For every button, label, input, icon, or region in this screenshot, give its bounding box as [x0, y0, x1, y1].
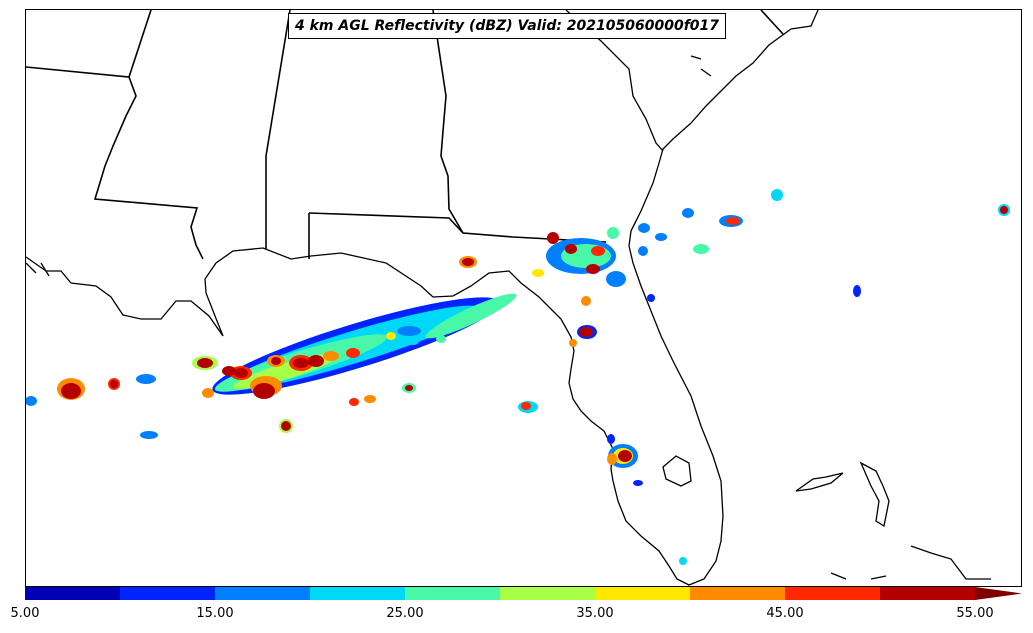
colorbar-segment: [405, 587, 501, 600]
colorbar-tick-label: 5.00: [11, 606, 40, 621]
reflectivity-cells: [26, 189, 1010, 565]
border-al-ga: [433, 10, 463, 233]
map-title: 4 km AGL Reflectivity (dBZ) Valid: 20210…: [288, 13, 726, 39]
coast-cuba-2: [831, 573, 886, 579]
colorbar-tick-label: 35.00: [576, 606, 613, 621]
lake-okeechobee: [663, 456, 691, 486]
colorbar-tick-label: 25.00: [386, 606, 423, 621]
colorbar-segment: [310, 587, 406, 600]
state-borders: [26, 10, 783, 259]
colorbar-segment: [690, 587, 786, 600]
colorbar-tick-label: 55.00: [956, 606, 993, 621]
colorbar-tick-label: 15.00: [196, 606, 233, 621]
colorbar-tick-label: 45.00: [766, 606, 803, 621]
colorbar-segment: [120, 587, 216, 600]
colorbar-segment: [785, 587, 881, 600]
colorbar-segment: [880, 587, 976, 600]
storm-cells-south: [607, 434, 687, 565]
colorbar: [25, 587, 1023, 600]
colorbar-segment: [215, 587, 311, 600]
coast-bahamas-1: [796, 473, 843, 491]
map-canvas: [26, 10, 1022, 587]
map-panel: [25, 9, 1022, 587]
colorbar-segment: [500, 587, 596, 600]
border-al-fl: [309, 213, 606, 242]
border-ga-sc: [761, 10, 783, 34]
storm-band-gulf: [192, 281, 520, 411]
coast-louisiana: [26, 10, 818, 585]
storm-cells-northeast: [459, 189, 1010, 347]
colorbar-extend-arrow: [975, 587, 1022, 600]
coast-islands: [691, 56, 711, 76]
colorbar-segment: [25, 587, 121, 600]
border-ar-ms: [26, 67, 129, 77]
border-ms-al: [266, 10, 290, 249]
coast-cuba: [911, 546, 991, 579]
coast-bahamas-2: [861, 463, 889, 526]
border-ms-tn: [95, 10, 203, 259]
colorbar-segment: [595, 587, 691, 600]
